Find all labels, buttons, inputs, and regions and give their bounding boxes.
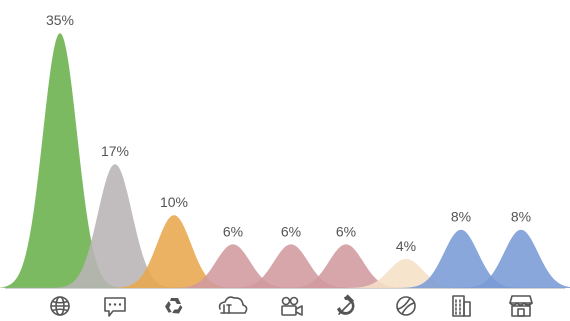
globe-icon <box>50 296 70 316</box>
value-label-recycle: 10% <box>160 194 188 210</box>
peak-tennis-ball <box>342 258 470 288</box>
hammer-sickle-icon <box>337 294 355 315</box>
recycle-icon <box>165 298 183 314</box>
peak-hammer-sickle <box>282 244 410 288</box>
value-labels-group: 35% 17% 10% 6% 6% 6% 4% 8% 8% <box>46 12 531 254</box>
value-label-chat-bubble: 17% <box>101 143 129 159</box>
it-cloud-icon <box>218 296 248 314</box>
video-camera-icon <box>281 296 303 316</box>
value-label-hammer-sickle: 6% <box>336 223 356 239</box>
tennis-ball-icon <box>396 296 416 316</box>
peak-video-camera <box>227 244 355 288</box>
value-label-globe: 35% <box>46 12 74 28</box>
peak-building <box>397 229 525 288</box>
category-icons-group <box>50 294 533 317</box>
value-label-tennis-ball: 4% <box>396 238 416 254</box>
storefront-icon <box>509 295 533 317</box>
peaks-group <box>0 33 570 288</box>
building-icon <box>452 295 471 317</box>
peak-storefront <box>457 229 570 288</box>
value-label-building: 8% <box>451 209 471 225</box>
value-label-storefront: 8% <box>511 209 531 225</box>
value-label-video-camera: 6% <box>281 223 301 239</box>
chat-bubble-icon <box>104 297 126 317</box>
peak-it-cloud <box>169 244 297 288</box>
peak-chat-bubble <box>51 164 179 288</box>
value-label-it-cloud: 6% <box>223 223 243 239</box>
peak-globe <box>0 33 124 288</box>
peak-recycle <box>110 215 238 288</box>
